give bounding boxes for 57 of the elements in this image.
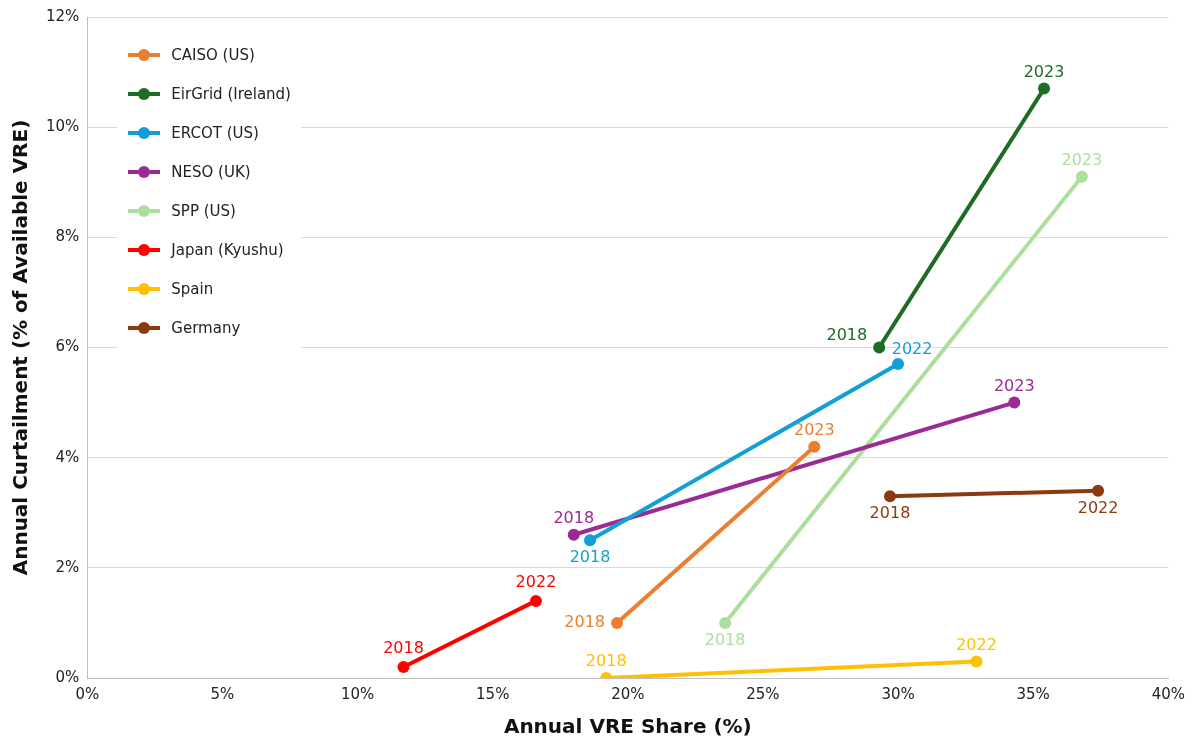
x-tick-label: 25% <box>746 684 780 703</box>
legend-label: Japan (Kyushu) <box>171 240 284 259</box>
legend-label: SPP (US) <box>171 201 236 220</box>
x-tick-label: 15% <box>476 684 510 703</box>
point <box>567 528 580 541</box>
point <box>873 341 886 354</box>
annotation: 2018 <box>569 547 611 567</box>
x-tick-label: 20% <box>611 684 645 703</box>
y-tick-label: 4% <box>55 447 80 466</box>
y-tick-label: 0% <box>55 667 80 686</box>
annotation: 2023 <box>1023 61 1065 81</box>
point <box>529 594 542 607</box>
point <box>1075 170 1088 183</box>
y-tick-label: 2% <box>55 557 80 576</box>
annotation: 2018 <box>869 503 911 523</box>
annotation: 2018 <box>553 507 595 527</box>
point <box>970 655 983 668</box>
y-tick-label: 12% <box>46 6 80 25</box>
annotation: 2018 <box>585 651 627 671</box>
point <box>1038 82 1051 95</box>
x-tick-label: 0% <box>75 684 100 703</box>
x-axis-title: Annual VRE Share (%) <box>503 714 752 739</box>
y-tick-label: 10% <box>46 117 80 136</box>
annotation: 2022 <box>515 572 557 592</box>
x-tick-label: 10% <box>340 684 375 703</box>
annotation: 2023 <box>1061 149 1103 169</box>
point <box>1008 396 1021 409</box>
legend-label: CAISO (US) <box>171 45 255 64</box>
annotation: 2018 <box>383 638 424 658</box>
y-tick-label: 8% <box>55 227 80 246</box>
x-tick-label: 40% <box>1151 684 1185 703</box>
legend-label: Spain <box>171 279 214 298</box>
legend-label: EirGrid (Ireland) <box>171 84 291 103</box>
annotation: 2022 <box>956 634 997 654</box>
x-tick-label: 30% <box>881 684 915 703</box>
x-tick-label: 35% <box>1016 684 1050 703</box>
x-tick-label: 5% <box>210 684 235 703</box>
point <box>611 616 624 629</box>
point <box>1092 484 1105 497</box>
legend-label: NESO (UK) <box>171 162 251 181</box>
legend-label: ERCOT (US) <box>171 123 259 142</box>
point <box>808 440 821 453</box>
y-axis-title: Annual Curtailment (% of Available VRE) <box>8 119 33 576</box>
legend-label: Germany <box>171 318 241 337</box>
annotation: 2018 <box>826 324 868 344</box>
annotation: 2023 <box>993 375 1035 395</box>
point <box>397 660 410 673</box>
point <box>892 358 905 371</box>
annotation: 2023 <box>793 419 835 439</box>
annotation: 2022 <box>1077 497 1119 517</box>
point <box>584 534 596 547</box>
annotation: 2018 <box>704 630 746 650</box>
point <box>883 490 896 503</box>
y-tick-label: 6% <box>55 337 80 356</box>
annotation: 2022 <box>891 339 933 359</box>
annotation: 2018 <box>564 612 606 632</box>
point <box>719 616 732 629</box>
